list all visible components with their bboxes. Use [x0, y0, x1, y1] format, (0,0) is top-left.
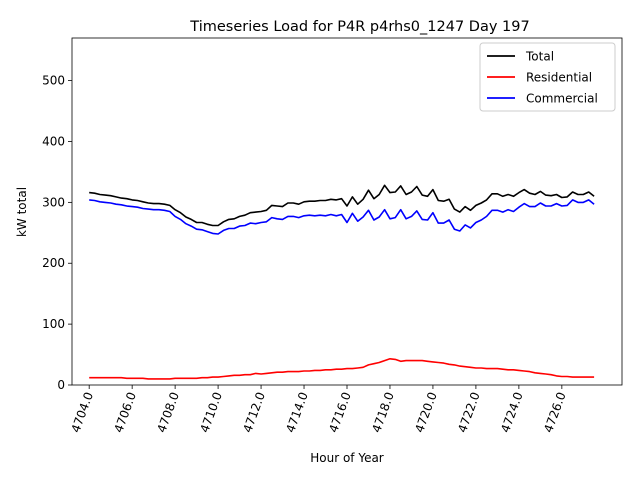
x-axis: 4704.0 4706.0 4708.0 4710.0 4712.0 4714.0 4716… [68, 385, 569, 434]
series-line-total [89, 184, 595, 227]
legend-label-total: Total [525, 50, 554, 64]
legend-label-residential: Residential [526, 71, 592, 85]
x-tick-label: 4718.0 [369, 390, 397, 434]
x-tick-label: 4716.0 [326, 390, 354, 434]
y-tick-label: 200 [42, 256, 65, 270]
series-line-commercial [89, 199, 595, 235]
x-tick-label: 4704.0 [68, 390, 96, 434]
y-tick-label: 400 [42, 134, 65, 148]
y-tick-label: 500 [42, 74, 65, 88]
x-axis-label: Hour of Year [310, 451, 384, 465]
legend-box [479, 42, 616, 112]
series-line-residential [89, 357, 595, 380]
x-tick-label: 4724.0 [498, 390, 526, 434]
x-tick-label: 4714.0 [283, 390, 311, 434]
chart-title: Timeseries Load for P4R p4rhs0_1247 Day … [189, 19, 529, 35]
x-tick-label: 4706.0 [111, 390, 139, 434]
y-tick-label: 0 [57, 378, 65, 392]
x-tick-label: 4720.0 [412, 390, 440, 434]
legend-label-commercial: Commercial [526, 92, 598, 106]
y-axis: 0 100 200 300 400 500 [42, 74, 72, 392]
x-tick-label: 4722.0 [455, 390, 483, 434]
legend: Total Residential Commercial [479, 42, 616, 112]
series-lines [89, 184, 595, 380]
x-tick-label: 4710.0 [197, 390, 225, 434]
y-axis-label: kW total [15, 187, 29, 237]
x-tick-label: 4712.0 [240, 390, 268, 434]
y-tick-label: 100 [42, 317, 65, 331]
x-tick-label: 4726.0 [541, 390, 569, 434]
y-tick-label: 300 [42, 195, 65, 209]
x-tick-label: 4708.0 [154, 390, 182, 434]
